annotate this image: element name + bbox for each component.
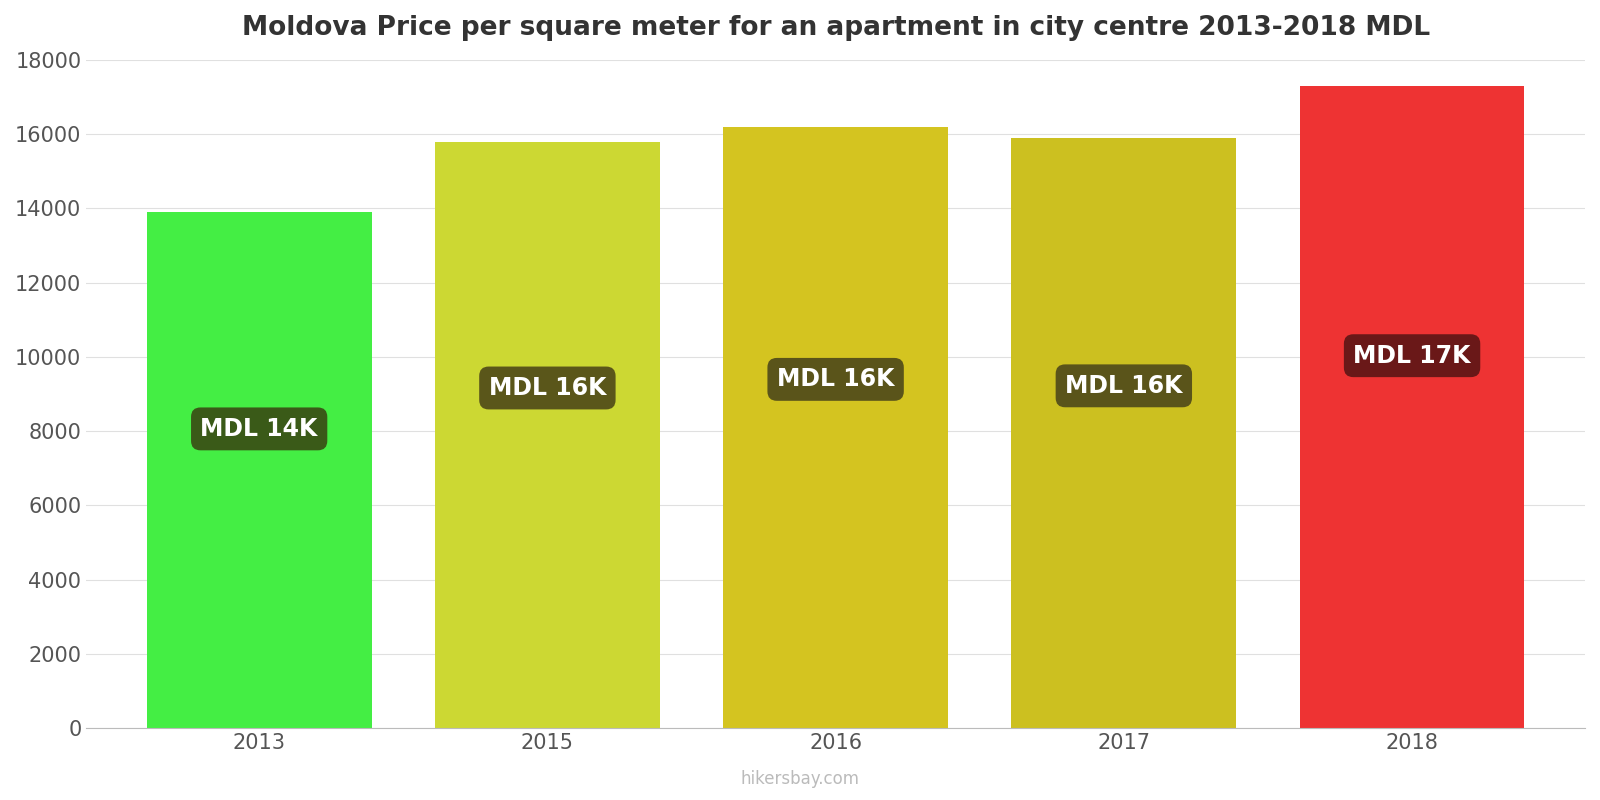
Title: Moldova Price per square meter for an apartment in city centre 2013-2018 MDL: Moldova Price per square meter for an ap… (242, 15, 1430, 41)
Text: MDL 16K: MDL 16K (488, 376, 606, 400)
Bar (723, 127, 949, 728)
Text: MDL 14K: MDL 14K (200, 417, 318, 441)
Text: MDL 17K: MDL 17K (1354, 344, 1470, 368)
Bar (147, 212, 371, 728)
Bar (435, 142, 659, 728)
Bar (1299, 86, 1525, 728)
Bar (1011, 138, 1237, 728)
Text: MDL 16K: MDL 16K (778, 367, 894, 391)
Text: MDL 16K: MDL 16K (1066, 374, 1182, 398)
Text: hikersbay.com: hikersbay.com (741, 770, 859, 788)
